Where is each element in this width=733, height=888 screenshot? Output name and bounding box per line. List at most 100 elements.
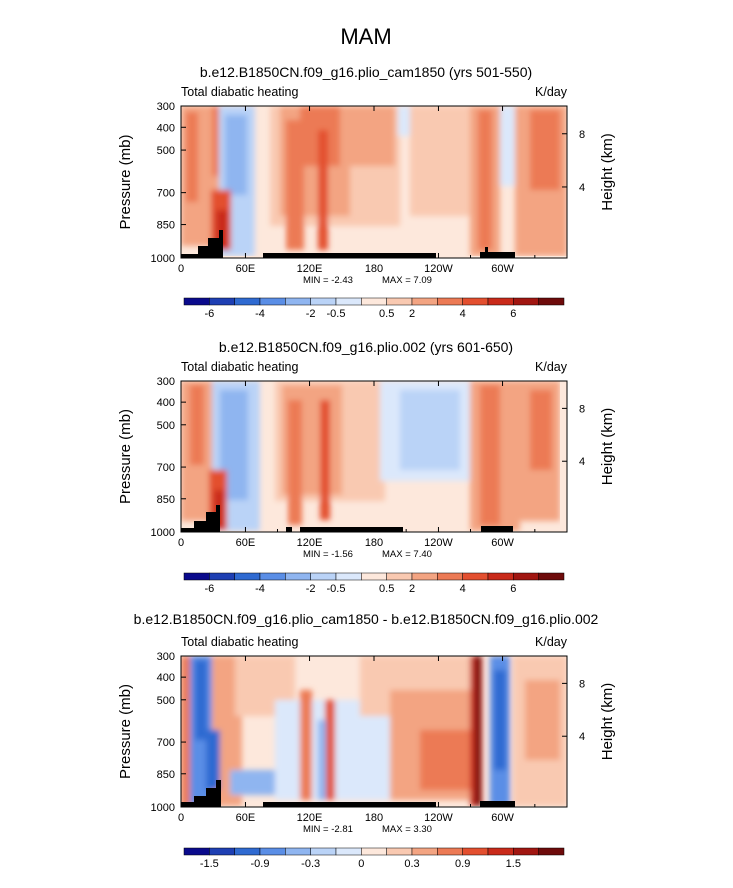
- y-tick-label: 700: [157, 188, 175, 200]
- colorbar-label: -0.5: [327, 308, 346, 320]
- x-tick-label: 0: [178, 812, 184, 824]
- panel-units-label: K/day: [535, 85, 568, 99]
- colorbar-label: 0: [358, 858, 364, 870]
- colorbar-swatch: [335, 297, 362, 306]
- panel-units-label: K/day: [535, 360, 568, 374]
- colorbar-label: -0.9: [251, 858, 270, 870]
- colorbar-swatch: [361, 297, 387, 306]
- colorbar-swatch: [209, 847, 235, 856]
- x-tick-label: 180: [365, 537, 383, 549]
- colorbar-label: -2: [306, 583, 316, 595]
- colorbar-swatch: [462, 297, 489, 306]
- colorbar-swatch: [183, 572, 210, 581]
- colorbar-swatch: [462, 572, 489, 581]
- x-tick-label: 120W: [424, 812, 453, 824]
- colorbar-swatch: [259, 572, 286, 581]
- x-tick-label: 180: [365, 263, 383, 275]
- x-tick-label: 180: [365, 812, 383, 824]
- x-tick-label: 120E: [297, 812, 323, 824]
- x-tick-label: 0: [178, 263, 184, 275]
- colorbar-label: 0.5: [379, 308, 394, 320]
- max-label: MAX = 3.30: [382, 824, 432, 835]
- colorbar-label: -1.5: [200, 858, 219, 870]
- x-tick-label: 120W: [424, 537, 453, 549]
- min-label: MIN = -1.56: [303, 549, 353, 560]
- colorbar-swatch: [259, 297, 286, 306]
- heatmap-field: [181, 106, 567, 258]
- y-tick-label: 1000: [151, 253, 175, 265]
- colorbar-swatch: [487, 847, 514, 856]
- colorbar-label: -2: [306, 308, 316, 320]
- colorbar-label: -0.5: [327, 583, 346, 595]
- y-axis-label-right: Height (km): [599, 133, 616, 211]
- min-label: MIN = -2.81: [303, 824, 353, 835]
- panel-units-label: K/day: [535, 635, 568, 649]
- colorbar-label: -6: [204, 583, 214, 595]
- panel-title: b.e12.B1850CN.f09_g16.plio_cam1850 - b.e…: [134, 611, 599, 627]
- x-tick-label: 60E: [236, 812, 256, 824]
- colorbar-swatch: [209, 297, 235, 306]
- colorbar-swatch: [437, 297, 463, 306]
- colorbar-swatch: [411, 847, 438, 856]
- x-tick-label: 60W: [491, 812, 514, 824]
- panel-title: b.e12.B1850CN.f09_g16.plio_cam1850 (yrs …: [200, 64, 532, 80]
- panel-left-label: Total diabatic heating: [181, 360, 298, 374]
- x-tick-label: 120W: [424, 263, 453, 275]
- panel-2: b.e12.B1850CN.f09_g16.plio.002 (yrs 601-…: [180, 339, 568, 533]
- x-tick-label: 60W: [491, 263, 514, 275]
- colorbar-label: 4: [460, 308, 466, 320]
- colorbar-label: -4: [255, 583, 265, 595]
- colorbar-swatch: [310, 847, 337, 856]
- colorbar-swatch: [437, 572, 463, 581]
- colorbar-swatch: [310, 297, 337, 306]
- colorbar-label: 0.9: [455, 858, 470, 870]
- colorbar-swatch: [386, 572, 413, 581]
- colorbar-label: 2: [409, 583, 415, 595]
- y-tick-label: 300: [157, 651, 175, 663]
- colorbar-swatch: [538, 847, 565, 856]
- colorbar-swatch: [437, 847, 463, 856]
- min-label: MIN = -2.43: [303, 275, 353, 286]
- y-tick-label: 1000: [151, 802, 175, 814]
- colorbar-swatch: [361, 572, 387, 581]
- colorbar-swatch: [285, 847, 311, 856]
- colorbar-label: 0.5: [379, 583, 394, 595]
- colorbar-label: 6: [510, 583, 516, 595]
- panel-1: b.e12.B1850CN.f09_g16.plio_cam1850 (yrs …: [180, 64, 568, 259]
- y-tick-label: 850: [157, 769, 175, 781]
- colorbar-swatch: [234, 297, 261, 306]
- y-tick-label: 300: [157, 101, 175, 113]
- x-tick-label: 0: [178, 537, 184, 549]
- colorbar-swatch: [386, 847, 413, 856]
- heatmap-field: [181, 656, 567, 807]
- height-tick-label: 4: [579, 731, 585, 743]
- colorbar-swatch: [335, 847, 362, 856]
- height-tick-label: 8: [579, 403, 585, 415]
- x-tick-label: 60W: [491, 537, 514, 549]
- colorbar-label: 1.5: [506, 858, 521, 870]
- panel-left-label: Total diabatic heating: [181, 85, 298, 99]
- y-tick-label: 400: [157, 397, 175, 409]
- colorbar-label: 6: [510, 308, 516, 320]
- height-tick-label: 4: [579, 182, 585, 194]
- x-tick-label: 60E: [236, 263, 256, 275]
- y-axis-label-right: Height (km): [599, 683, 616, 761]
- y-axis-label: Pressure (mb): [117, 134, 134, 229]
- colorbar-label: -6: [204, 308, 214, 320]
- colorbar-label: 0.3: [404, 858, 419, 870]
- colorbar-swatch: [411, 297, 438, 306]
- colorbar-swatch: [335, 572, 362, 581]
- colorbar-swatch: [310, 572, 337, 581]
- colorbar-swatch: [285, 572, 311, 581]
- colorbar-swatch: [538, 297, 565, 306]
- colorbar-swatch: [234, 847, 261, 856]
- height-tick-label: 8: [579, 678, 585, 690]
- colorbar-swatch: [513, 572, 539, 581]
- y-axis-label-right: Height (km): [599, 408, 616, 486]
- x-tick-label: 120E: [297, 263, 323, 275]
- y-tick-label: 850: [157, 494, 175, 506]
- panel-3: b.e12.B1850CN.f09_g16.plio_cam1850 - b.e…: [134, 611, 599, 808]
- panel-left-label: Total diabatic heating: [181, 635, 298, 649]
- colorbar-swatch: [285, 297, 311, 306]
